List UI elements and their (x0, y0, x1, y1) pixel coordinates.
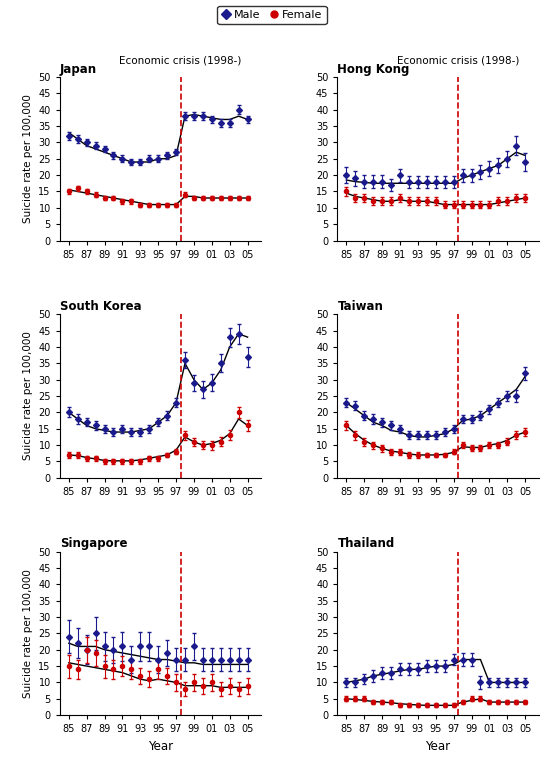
Text: Economic crisis (1998-): Economic crisis (1998-) (119, 56, 242, 66)
Text: South Korea: South Korea (60, 300, 141, 313)
Text: Thailand: Thailand (337, 538, 394, 551)
Text: Hong Kong: Hong Kong (337, 63, 410, 75)
X-axis label: Year: Year (425, 740, 450, 753)
Y-axis label: Suicide rate per 100,000: Suicide rate per 100,000 (23, 331, 33, 461)
Text: Economic crisis (1998-): Economic crisis (1998-) (397, 56, 520, 66)
Text: Japan: Japan (60, 63, 97, 75)
Legend: Male, Female: Male, Female (218, 5, 326, 25)
Text: Singapore: Singapore (60, 538, 127, 551)
Text: Taiwan: Taiwan (337, 300, 384, 313)
Y-axis label: Suicide rate per 100,000: Suicide rate per 100,000 (23, 95, 33, 223)
Y-axis label: Suicide rate per 100,000: Suicide rate per 100,000 (23, 569, 33, 697)
X-axis label: Year: Year (148, 740, 173, 753)
